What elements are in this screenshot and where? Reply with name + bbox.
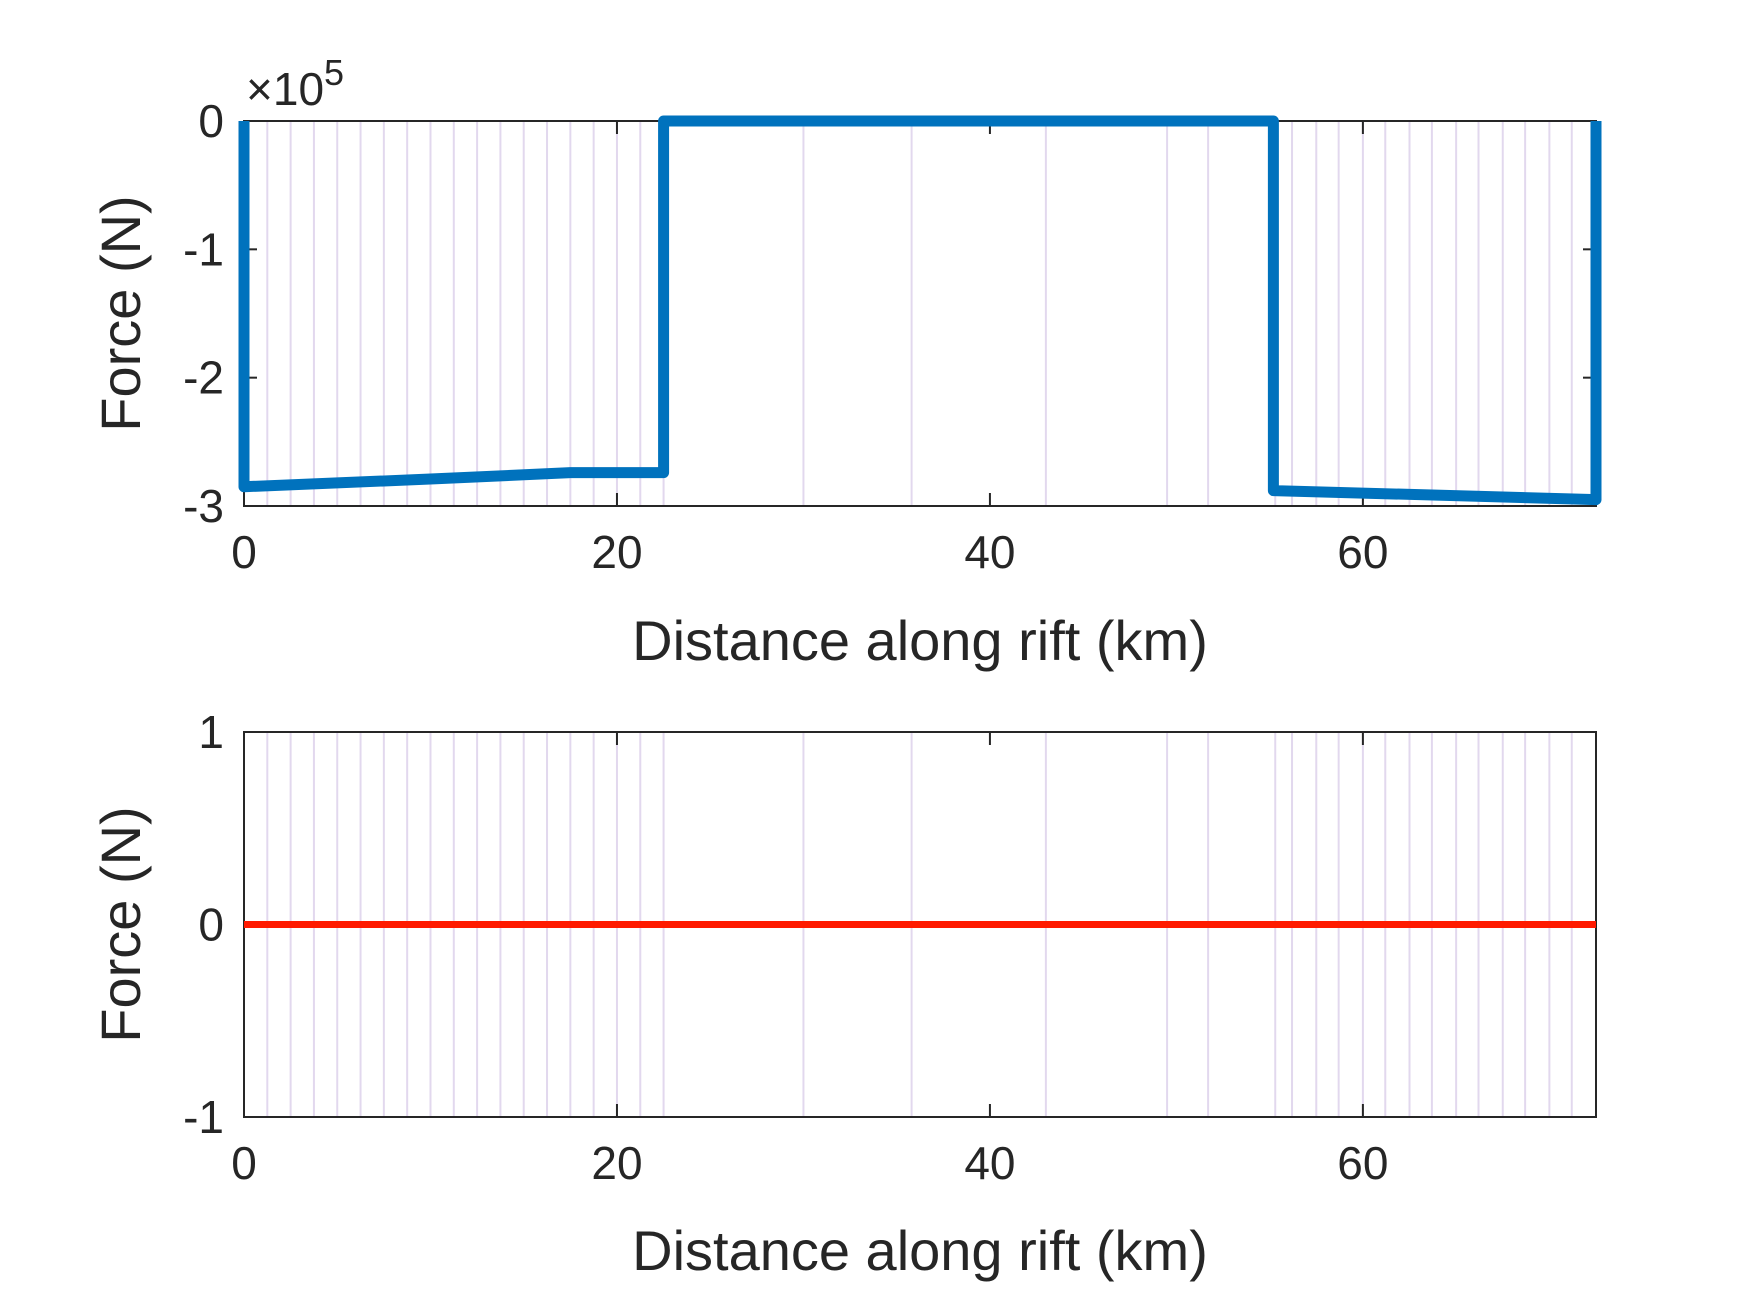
series-line bbox=[238, 115, 1602, 506]
x-tick-label: 20 bbox=[591, 526, 642, 578]
y-tick-label: -2 bbox=[183, 352, 224, 404]
y-tick-label: 0 bbox=[198, 95, 224, 147]
x-axis-label: Distance along rift (km) bbox=[632, 1219, 1208, 1282]
y-exponent-label: ×105 bbox=[246, 52, 344, 115]
axes-box bbox=[243, 120, 1597, 507]
y-tick-label: -1 bbox=[183, 223, 224, 275]
y-tick-label: -1 bbox=[183, 1091, 224, 1143]
y-tick-label: 1 bbox=[198, 706, 224, 758]
x-tick-label: 60 bbox=[1337, 526, 1388, 578]
y-tick-label: -3 bbox=[183, 480, 224, 532]
axes-1: 0 20 40 60 0 -1 -2 -3 ×105 Distance along rift (k… bbox=[89, 52, 1602, 672]
x-tick-label: 0 bbox=[231, 1137, 257, 1189]
y-axis-label: Force (N) bbox=[89, 195, 152, 431]
y-exponent-power: 5 bbox=[324, 52, 344, 93]
x-tick-label: 0 bbox=[231, 526, 257, 578]
x-axis-label: Distance along rift (km) bbox=[632, 609, 1208, 672]
x-tick-label: 40 bbox=[964, 1137, 1015, 1189]
y-axis-label: Force (N) bbox=[89, 806, 152, 1042]
x-tick-label: 20 bbox=[591, 1137, 642, 1189]
x-tick-label: 60 bbox=[1337, 1137, 1388, 1189]
x-tick-label: 40 bbox=[964, 526, 1015, 578]
y-tick-label: 0 bbox=[198, 899, 224, 951]
